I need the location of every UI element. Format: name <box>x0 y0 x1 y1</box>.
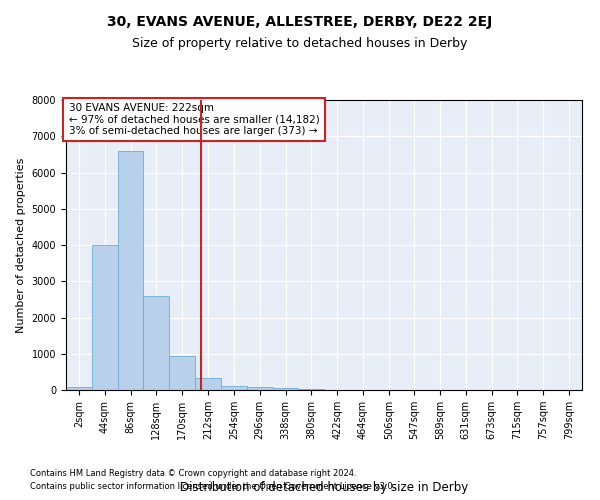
Bar <box>66 388 92 390</box>
Y-axis label: Number of detached properties: Number of detached properties <box>16 158 26 332</box>
Text: Contains HM Land Registry data © Crown copyright and database right 2024.: Contains HM Land Registry data © Crown c… <box>30 468 356 477</box>
Text: Contains public sector information licensed under the Open Government Licence v3: Contains public sector information licen… <box>30 482 395 491</box>
X-axis label: Distribution of detached houses by size in Derby: Distribution of detached houses by size … <box>180 481 468 494</box>
Text: 30, EVANS AVENUE, ALLESTREE, DERBY, DE22 2EJ: 30, EVANS AVENUE, ALLESTREE, DERBY, DE22… <box>107 15 493 29</box>
Bar <box>221 386 247 390</box>
Bar <box>195 378 221 390</box>
Text: Size of property relative to detached houses in Derby: Size of property relative to detached ho… <box>133 38 467 51</box>
Bar <box>169 356 195 390</box>
Bar <box>247 388 272 390</box>
Bar <box>118 151 143 390</box>
Bar <box>92 245 118 390</box>
Text: 30 EVANS AVENUE: 222sqm
← 97% of detached houses are smaller (14,182)
3% of semi: 30 EVANS AVENUE: 222sqm ← 97% of detache… <box>68 103 319 136</box>
Bar <box>272 388 298 390</box>
Bar <box>143 296 169 390</box>
